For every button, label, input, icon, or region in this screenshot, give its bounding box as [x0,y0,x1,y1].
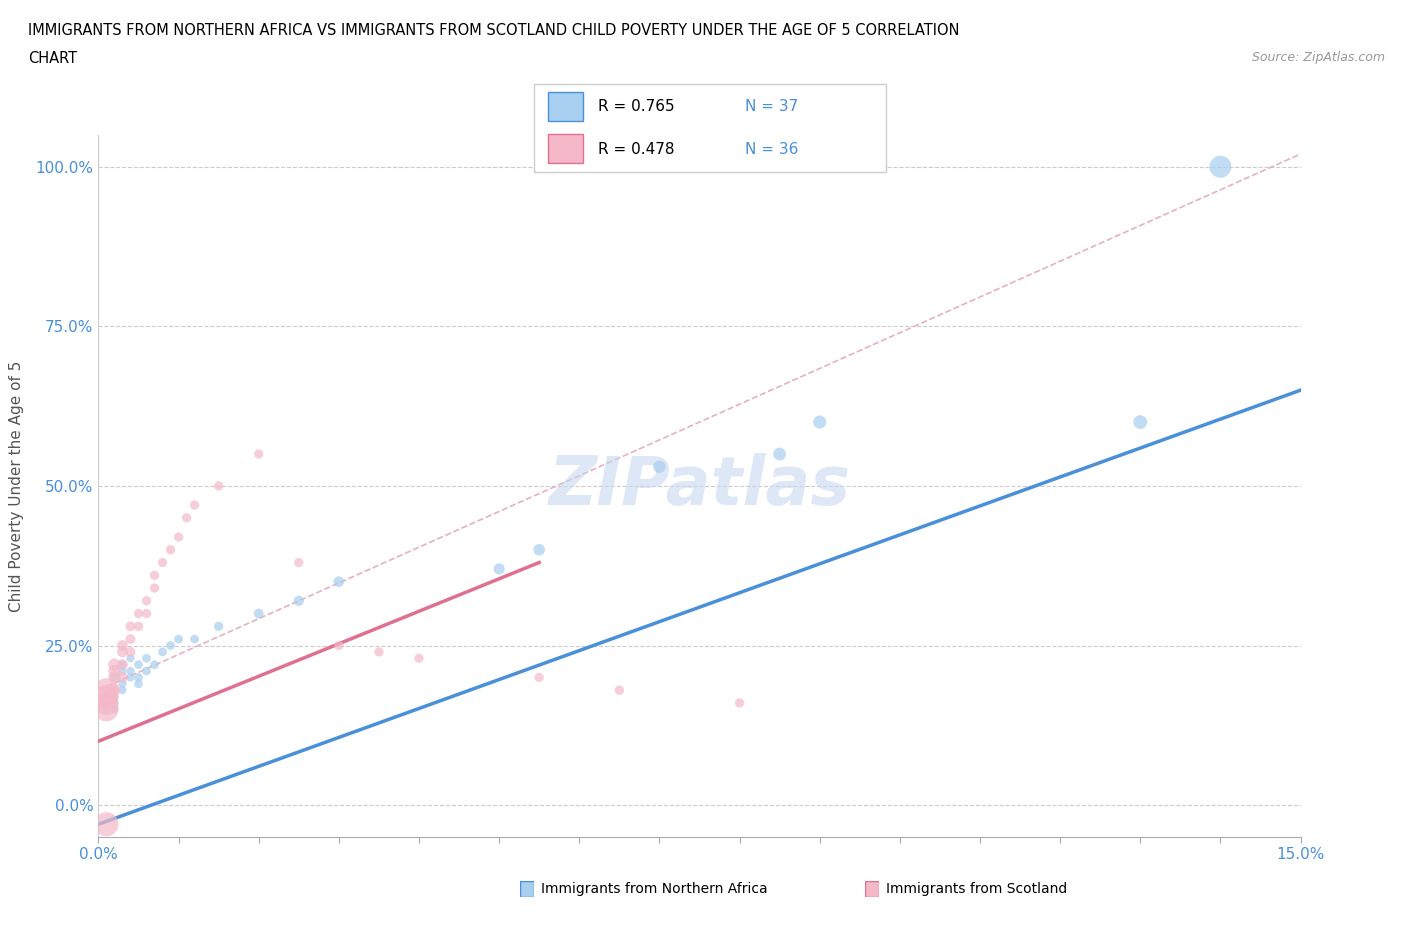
Point [152,644,174,659]
Point [135,651,157,666]
Point [152,555,174,570]
Bar [548,134,583,164]
Point [288,593,311,608]
Point [135,664,157,679]
Point [96,696,118,711]
Point [768,446,790,461]
Point [247,446,270,461]
Point [176,511,198,525]
Point [808,415,831,430]
Point [128,619,150,634]
Point [368,644,391,659]
Point [247,606,270,621]
Point [111,644,134,659]
Point [103,702,125,717]
Point [96,689,118,704]
Point [1209,159,1232,174]
Point [183,498,205,512]
Point [135,606,157,621]
Point [208,479,231,494]
FancyBboxPatch shape [534,84,886,172]
Text: CHART: CHART [28,51,77,66]
Point [143,658,166,672]
Bar [548,92,583,121]
Text: N = 37: N = 37 [745,100,799,114]
Text: N = 36: N = 36 [745,141,799,156]
Point [143,580,166,595]
Point [111,638,134,653]
Point [159,638,181,653]
Point [128,606,150,621]
Point [111,676,134,691]
Point [167,631,190,646]
Y-axis label: Child Poverty Under the Age of 5: Child Poverty Under the Age of 5 [10,360,24,612]
Point [159,542,181,557]
Point [328,638,350,653]
Point [103,664,125,679]
Point [103,670,125,684]
Point [408,651,430,666]
Text: ZIPatlas: ZIPatlas [548,453,851,519]
Point [135,593,157,608]
Text: R = 0.478: R = 0.478 [598,141,673,156]
Point [103,696,125,711]
Point [96,689,118,704]
Point [120,619,142,634]
Point [208,619,231,634]
Point [128,658,150,672]
Point [120,644,142,659]
Point [96,817,118,831]
Point [328,574,350,589]
Point [103,658,125,672]
Text: IMMIGRANTS FROM NORTHERN AFRICA VS IMMIGRANTS FROM SCOTLAND CHILD POVERTY UNDER : IMMIGRANTS FROM NORTHERN AFRICA VS IMMIG… [28,23,960,38]
Point [128,670,150,684]
Point [1129,415,1152,430]
Text: Source: ZipAtlas.com: Source: ZipAtlas.com [1251,51,1385,64]
Point [128,676,150,691]
Point [103,683,125,698]
Point [111,664,134,679]
Point [111,670,134,684]
Point [143,568,166,583]
Point [728,696,751,711]
Point [120,631,142,646]
Text: Immigrants from Northern Africa: Immigrants from Northern Africa [541,882,768,897]
Text: Immigrants from Scotland: Immigrants from Scotland [886,882,1067,897]
Point [96,702,118,717]
Point [183,631,205,646]
Point [103,670,125,684]
Point [120,664,142,679]
Point [648,459,671,474]
Point [167,529,190,544]
Point [288,555,311,570]
Text: R = 0.765: R = 0.765 [598,100,673,114]
Point [111,658,134,672]
Point [609,683,631,698]
Point [96,696,118,711]
Point [103,689,125,704]
Point [120,670,142,684]
Point [96,683,118,698]
Point [529,542,551,557]
Point [96,702,118,717]
Point [111,658,134,672]
Point [120,651,142,666]
Point [111,683,134,698]
Point [103,683,125,698]
Point [96,683,118,698]
Point [529,670,551,684]
Point [488,562,510,577]
